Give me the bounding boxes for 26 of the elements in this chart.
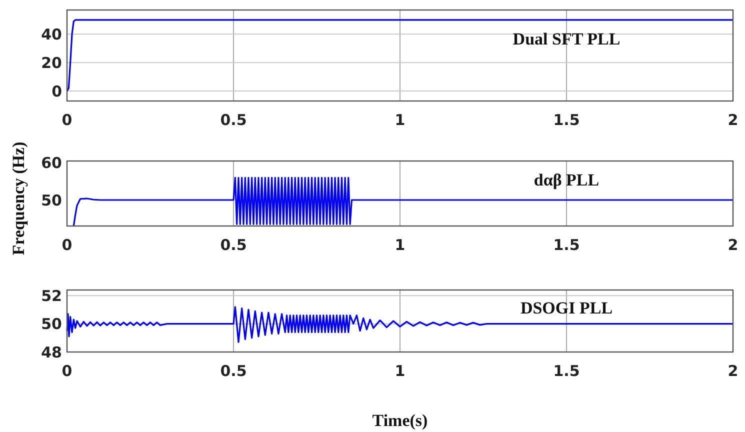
text: DSOGI PLL — [520, 298, 613, 318]
line-series — [66, 19, 734, 92]
y-tick-label: 52 — [41, 286, 62, 305]
x-tick-label: 0.5 — [220, 362, 247, 380]
y-tick-label: 20 — [41, 54, 62, 72]
x-tick-label: 1 — [394, 362, 406, 380]
x-tick-label: 1 — [394, 236, 406, 254]
x-axis-title: Time(s) — [372, 411, 428, 430]
text: Dual SFT PLL — [512, 30, 620, 49]
y-tick-label: 50 — [41, 315, 62, 334]
x-tick-label: 2 — [728, 236, 738, 254]
y-tick-label: 60 — [41, 154, 62, 172]
y-tick-label: 40 — [41, 25, 62, 44]
y-axis-title: Frequency (Hz) — [9, 142, 28, 256]
x-tick-label: 0.5 — [220, 236, 247, 254]
y-tick-label: 48 — [41, 343, 62, 362]
x-tick-label: 1.5 — [553, 111, 580, 129]
x-tick-label: 0.5 — [220, 111, 247, 129]
y-tick-label: 0 — [52, 82, 62, 100]
y-tick-label: 50 — [41, 191, 62, 210]
x-tick-label: 2 — [728, 111, 738, 129]
x-tick-label: 1 — [394, 111, 406, 129]
x-tick-label: 1.5 — [553, 236, 580, 254]
x-tick-label: 1.5 — [553, 362, 580, 380]
text: dαβ PLL — [534, 170, 600, 190]
x-tick-label: 2 — [728, 362, 738, 380]
